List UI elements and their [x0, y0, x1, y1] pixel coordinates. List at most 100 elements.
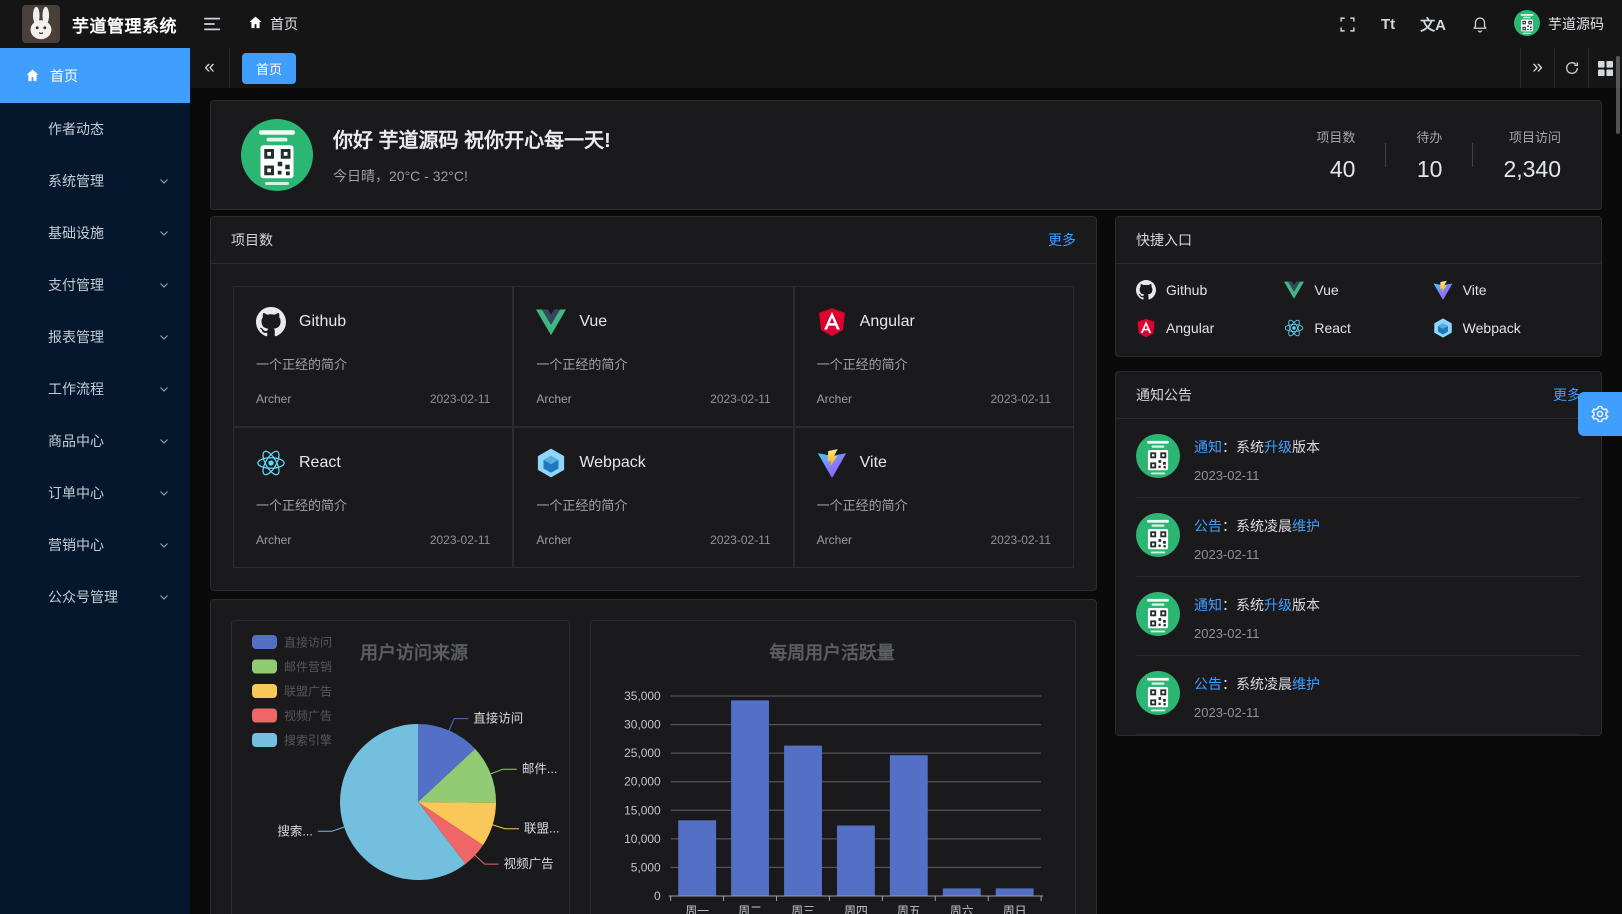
svg-text:周三: 周三: [791, 904, 815, 914]
sidebar-item-mp[interactable]: 公众号管理: [0, 571, 190, 623]
notices-more-link[interactable]: 更多: [1553, 387, 1581, 403]
sidebar-item-label: 工作流程: [48, 381, 104, 397]
svg-text:视频广告: 视频广告: [284, 708, 332, 723]
sidebar-item-label: 基础设施: [48, 225, 104, 241]
project-card-react[interactable]: React 一个正经的简介 Archer 2023-02-11: [233, 427, 514, 568]
sidebar: 首页 作者动态 系统管理基础设施支付管理 报表管理工作流程商品中心订单中心营销中心公众…: [0, 48, 190, 914]
webpack-icon: [536, 448, 566, 478]
home-icon: [25, 68, 40, 83]
font-size-icon[interactable]: Tt: [1380, 15, 1396, 33]
svg-text:每周用户活跃量: 每周用户活跃量: [769, 642, 894, 663]
notice-title: 通知：系统升级版本: [1194, 439, 1320, 455]
fullscreen-icon[interactable]: [1339, 16, 1356, 33]
tabs-scroll-right-button[interactable]: »: [1520, 48, 1554, 88]
project-date: 2023-02-11: [429, 392, 491, 406]
project-author: Archer: [816, 392, 852, 406]
sidebar-fold-icon[interactable]: [204, 16, 222, 32]
project-name: React: [299, 454, 341, 471]
shortcut-react[interactable]: React: [1284, 318, 1432, 338]
project-name: Vite: [859, 454, 887, 471]
sidebar-item-label: 公众号管理: [48, 589, 118, 605]
stat-label: 待办: [1416, 130, 1443, 145]
sidebar-item-infra[interactable]: 基础设施: [0, 207, 190, 259]
shortcut-label: Angular: [1166, 320, 1215, 336]
projects-card: 项目数 更多 Github 一个正经的简介 Archer 2023-02-11 Vue 一…: [210, 216, 1097, 591]
sidebar-item-order[interactable]: 订单中心: [0, 467, 190, 519]
breadcrumb[interactable]: 首页: [248, 14, 298, 34]
angular-icon: [1136, 318, 1156, 338]
project-card-vite[interactable]: Vite 一个正经的简介 Archer 2023-02-11: [793, 427, 1074, 568]
sidebar-item-label: 订单中心: [48, 485, 104, 501]
notice-item[interactable]: 通知：系统升级版本 2023-02-11: [1136, 419, 1581, 498]
shortcut-label: Webpack: [1462, 320, 1521, 336]
vue-icon: [536, 307, 567, 337]
project-desc: 一个正经的简介: [816, 498, 908, 513]
notice-item[interactable]: 通知：系统升级版本 2023-02-11: [1136, 577, 1581, 656]
svg-text:5,000: 5,000: [631, 860, 661, 874]
notice-date: 2023-02-11: [1194, 468, 1260, 483]
sidebar-item-home[interactable]: 首页: [0, 48, 190, 103]
layout-grid-icon[interactable]: [1588, 48, 1622, 88]
svg-text:周六: 周六: [950, 904, 974, 914]
sidebar-item-system[interactable]: 系统管理: [0, 155, 190, 207]
svg-text:10,000: 10,000: [624, 832, 661, 846]
settings-gear-button[interactable]: [1578, 392, 1622, 436]
sidebar-item-product[interactable]: 商品中心: [0, 415, 190, 467]
sidebar-item-pay[interactable]: 支付管理: [0, 259, 190, 311]
translate-icon[interactable]: 文A: [1420, 14, 1446, 35]
shortcut-vue[interactable]: Vue: [1284, 280, 1432, 300]
project-card-webpack[interactable]: Webpack 一个正经的简介 Archer 2023-02-11: [513, 427, 794, 568]
tab-bar: « 首页 »: [190, 48, 1622, 88]
notice-item[interactable]: 公告：系统凌晨维护 2023-02-11: [1136, 498, 1581, 577]
sidebar-item-author-news[interactable]: 作者动态: [0, 103, 190, 155]
shortcut-github[interactable]: Github: [1136, 280, 1284, 300]
greeting-text: 你好 芋道源码 祝你开心每一天!: [333, 130, 611, 152]
chevron-down-icon: [158, 331, 170, 343]
chevron-down-icon: [158, 175, 170, 187]
user-name: 芋道源码: [1548, 16, 1604, 32]
charts-card: 用户访问来源 直接访问 邮件营销 联盟广告 视频广告 搜索引擎 直接访问 邮件... 联盟...…: [210, 599, 1097, 914]
content-area: 你好 芋道源码 祝你开心每一天! 今日晴，20°C - 32°C! 项目数 40 待…: [190, 88, 1622, 914]
svg-text:周日: 周日: [1003, 904, 1027, 914]
refresh-icon[interactable]: [1554, 48, 1588, 88]
sidebar-item-report[interactable]: 报表管理: [0, 311, 190, 363]
notice-date: 2023-02-11: [1194, 626, 1260, 641]
shortcut-webpack[interactable]: Webpack: [1433, 318, 1581, 338]
project-desc: 一个正经的简介: [536, 357, 628, 372]
sidebar-item-marketing[interactable]: 营销中心: [0, 519, 190, 571]
chevron-down-icon: [158, 279, 170, 291]
svg-text:联盟广告: 联盟广告: [284, 685, 332, 699]
project-card-angular[interactable]: Angular 一个正经的简介 Archer 2023-02-11: [793, 286, 1074, 427]
bar-chart-weekly-activity: 每周用户活跃量 5,000 10,000 15,000 20,000 25,000 30,0…: [590, 620, 1076, 914]
scrollbar-thumb[interactable]: [1616, 56, 1620, 134]
shortcut-vite[interactable]: Vite: [1433, 280, 1581, 300]
svg-text:周四: 周四: [844, 904, 868, 914]
tabs-scroll-left-button[interactable]: «: [190, 48, 230, 88]
user-menu[interactable]: 芋道源码: [1514, 9, 1604, 39]
profile-qr-avatar: [241, 119, 313, 191]
stat-divider: [1472, 143, 1474, 167]
svg-text:联盟...: 联盟...: [524, 822, 559, 836]
notice-item[interactable]: 公告：系统凌晨维护 2023-02-11: [1136, 656, 1581, 735]
bell-icon[interactable]: [1471, 15, 1489, 33]
webpack-icon: [1433, 318, 1453, 338]
project-date: 2023-02-11: [710, 392, 771, 406]
chevron-down-icon: [158, 383, 170, 395]
notice-qr-avatar: [1136, 671, 1180, 720]
project-author: Archer: [256, 533, 292, 547]
project-card-vue[interactable]: Vue 一个正经的简介 Archer 2023-02-11: [513, 286, 794, 427]
notice-date: 2023-02-11: [1194, 705, 1260, 720]
shortcut-label: Vue: [1314, 282, 1339, 298]
app-title: 芋道管理系统: [72, 16, 177, 36]
shortcuts-card: 快捷入口 Github Vue Vite Angular React Webpack: [1115, 216, 1602, 357]
projects-more-link[interactable]: 更多: [1048, 232, 1076, 248]
tab-首页[interactable]: 首页: [242, 52, 297, 84]
stat-3: 项目访问 2,340: [1473, 127, 1561, 183]
sidebar-item-workflow[interactable]: 工作流程: [0, 363, 190, 415]
project-card-github[interactable]: Github 一个正经的简介 Archer 2023-02-11: [233, 286, 514, 427]
stat-2: 待办 10: [1386, 127, 1472, 183]
project-date: 2023-02-11: [710, 533, 771, 547]
shortcut-label: Github: [1166, 282, 1208, 298]
shortcut-angular[interactable]: Angular: [1136, 318, 1284, 338]
